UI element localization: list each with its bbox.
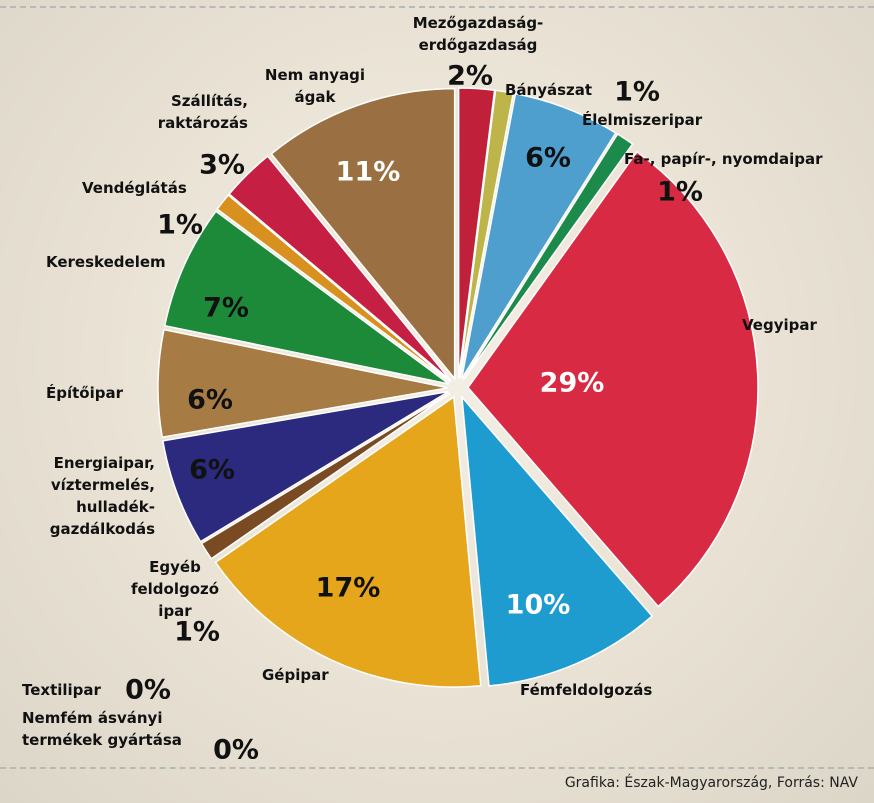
category-label: Kereskedelem: [46, 251, 186, 273]
category-label: Egyéb feldolgozó ipar: [130, 556, 220, 622]
value-label: 29%: [540, 368, 605, 399]
value-label: 6%: [189, 455, 235, 486]
category-label: Nemfém ásványi termékek gyártása: [22, 707, 192, 751]
value-label: 2%: [447, 61, 493, 92]
category-label: Energiaipar, víztermelés, hulladék-gazdá…: [10, 452, 155, 540]
value-label: 3%: [199, 150, 245, 181]
value-label: 1%: [657, 177, 703, 208]
category-label: Élelmiszeripar: [582, 109, 722, 131]
value-label: 11%: [336, 157, 401, 188]
chart: Grafika: Észak-Magyarország, Forrás: NAV…: [0, 0, 874, 803]
value-label: 17%: [316, 573, 381, 604]
value-label: 0%: [125, 675, 171, 706]
value-label: 10%: [506, 590, 571, 621]
value-label: 0%: [213, 735, 259, 766]
category-label: Építőipar: [46, 382, 156, 404]
value-label: 7%: [203, 293, 249, 324]
category-label: Nem anyagi ágak: [250, 64, 380, 108]
value-label: 6%: [525, 143, 571, 174]
category-label: Fémfeldolgozás: [520, 679, 680, 701]
category-label: Fa-, papír-, nyomdaipar: [624, 148, 874, 170]
source: Grafika: Észak-Magyarország, Forrás: NAV: [565, 775, 858, 791]
category-label: Mezőgazdaság-erdőgazdaság: [398, 12, 558, 56]
value-label: 1%: [174, 617, 220, 648]
value-label: 1%: [157, 210, 203, 241]
value-label: 6%: [187, 385, 233, 416]
category-label: Vegyipar: [742, 314, 862, 336]
category-label: Szállítás, raktározás: [140, 90, 248, 134]
category-label: Gépipar: [262, 664, 372, 686]
value-label: 1%: [614, 77, 660, 108]
category-label: Textilipar: [22, 679, 132, 701]
category-label: Bányászat: [505, 79, 625, 101]
